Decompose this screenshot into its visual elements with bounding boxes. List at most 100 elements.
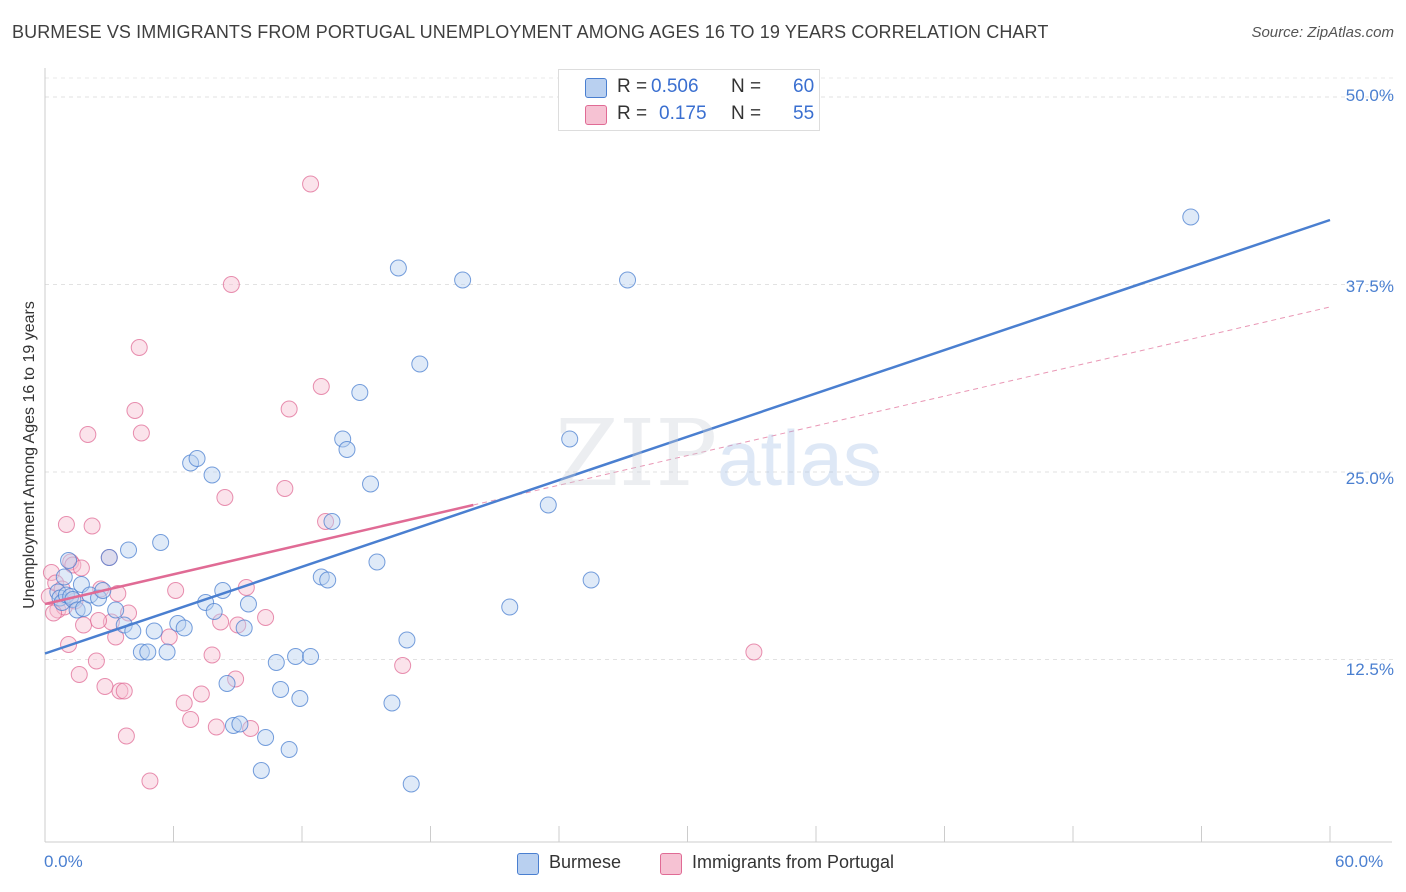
burmese-point — [368, 553, 386, 571]
portugal-swatch — [585, 105, 607, 125]
burmese-point — [205, 603, 223, 620]
n-label: N = — [731, 103, 762, 124]
x-tick-label: 60.0% — [1335, 852, 1384, 871]
portugal-point — [222, 276, 240, 293]
burmese-point — [152, 534, 170, 551]
n-label: N = — [731, 76, 762, 97]
portugal-point — [111, 682, 129, 700]
r-value: 0.506 — [651, 76, 699, 97]
portugal-point — [242, 720, 260, 737]
burmese-point — [267, 654, 285, 671]
n-value: 60 — [793, 76, 815, 97]
portugal-point — [96, 678, 114, 695]
portugal-point — [312, 378, 330, 395]
burmese-point — [539, 496, 557, 514]
portugal-point — [42, 564, 60, 581]
portugal-point — [302, 175, 320, 193]
burmese-point — [224, 717, 242, 734]
portugal-point — [167, 582, 185, 599]
portugal-point — [75, 616, 93, 634]
watermark-atlas: atlas — [717, 414, 882, 502]
y-tick-label: 12.5% — [1345, 660, 1394, 679]
portugal-point — [257, 609, 275, 626]
portugal-point — [276, 480, 294, 497]
portugal-trend-extension — [473, 306, 1331, 506]
burmese-point — [1182, 208, 1200, 226]
x-tick-label: 0.0% — [44, 852, 83, 871]
y-axis-label: Unemployment Among Ages 16 to 19 years — [21, 301, 38, 609]
portugal-point — [87, 652, 105, 670]
burmese-point — [235, 619, 253, 637]
chart-source: Source: ZipAtlas.com — [1251, 24, 1394, 41]
portugal-trend-line — [44, 503, 474, 606]
burmese-point — [120, 541, 138, 559]
portugal-point — [182, 711, 200, 728]
burmese-point — [145, 622, 163, 640]
y-tick-label: 50.0% — [1345, 86, 1394, 105]
portugal-point — [70, 666, 88, 683]
r-value: 0.175 — [659, 103, 707, 124]
portugal-point — [216, 489, 234, 506]
r-label: R = — [617, 103, 648, 124]
portugal-point — [117, 727, 135, 745]
burmese-point — [582, 571, 600, 589]
burmese-point — [175, 619, 193, 637]
correlation-legend: R = 0.506 N = 60 R = 0.175 N = 55 — [558, 69, 820, 131]
burmese-point — [302, 648, 320, 665]
burmese-point — [334, 430, 352, 448]
burmese-point — [158, 643, 176, 661]
burmese-point — [323, 513, 341, 530]
burmese-point — [402, 775, 420, 793]
portugal-point — [79, 426, 97, 443]
burmese-point — [231, 715, 249, 733]
portugal-point — [130, 339, 148, 356]
portugal-point — [141, 772, 159, 790]
burmese-trend-line — [44, 218, 1331, 655]
y-axis-label-wrap: Unemployment Among Ages 16 to 19 years — [18, 80, 42, 830]
burmese-point — [338, 441, 356, 458]
portugal-point — [132, 424, 150, 442]
burmese-point — [280, 741, 298, 758]
portugal-point — [115, 682, 133, 700]
burmese-point — [60, 552, 78, 569]
burmese-point — [239, 595, 257, 613]
portugal-point — [227, 670, 245, 688]
burmese-point — [561, 430, 579, 448]
burmese-point — [107, 601, 125, 619]
portugal-point — [192, 685, 210, 703]
portugal-point — [126, 402, 144, 419]
burmese-swatch — [585, 78, 607, 98]
portugal-point — [160, 628, 178, 646]
chart-title: BURMESE VS IMMIGRANTS FROM PORTUGAL UNEM… — [12, 22, 1049, 42]
burmese-point — [218, 675, 236, 692]
burmese-point — [398, 631, 416, 649]
burmese-point — [188, 450, 206, 467]
burmese-point — [383, 694, 401, 712]
r-label: R = — [617, 76, 648, 97]
burmese-point — [619, 271, 637, 289]
burmese-point — [389, 259, 407, 277]
burmese-point — [454, 271, 472, 289]
portugal-point — [90, 612, 108, 629]
burmese-point — [132, 643, 150, 661]
burmese-point — [203, 466, 221, 484]
burmese-point — [252, 762, 270, 779]
portugal-point — [203, 646, 221, 664]
portugal-point — [175, 694, 193, 712]
portugal-point — [745, 643, 763, 661]
n-value: 55 — [793, 103, 815, 124]
portugal-point — [317, 513, 335, 530]
portugal-point — [83, 517, 101, 535]
portugal-swatch — [660, 853, 682, 875]
portugal-point — [207, 718, 225, 736]
y-tick-label: 25.0% — [1345, 469, 1394, 488]
portugal-point — [394, 657, 412, 674]
burmese-point — [100, 549, 118, 566]
watermark-zip: ZIP — [555, 400, 718, 507]
burmese-point — [411, 355, 429, 373]
burmese-swatch — [517, 853, 539, 875]
legend-label: Immigrants from Portugal — [692, 852, 895, 872]
burmese-point — [68, 601, 86, 619]
portugal-point — [57, 516, 75, 533]
